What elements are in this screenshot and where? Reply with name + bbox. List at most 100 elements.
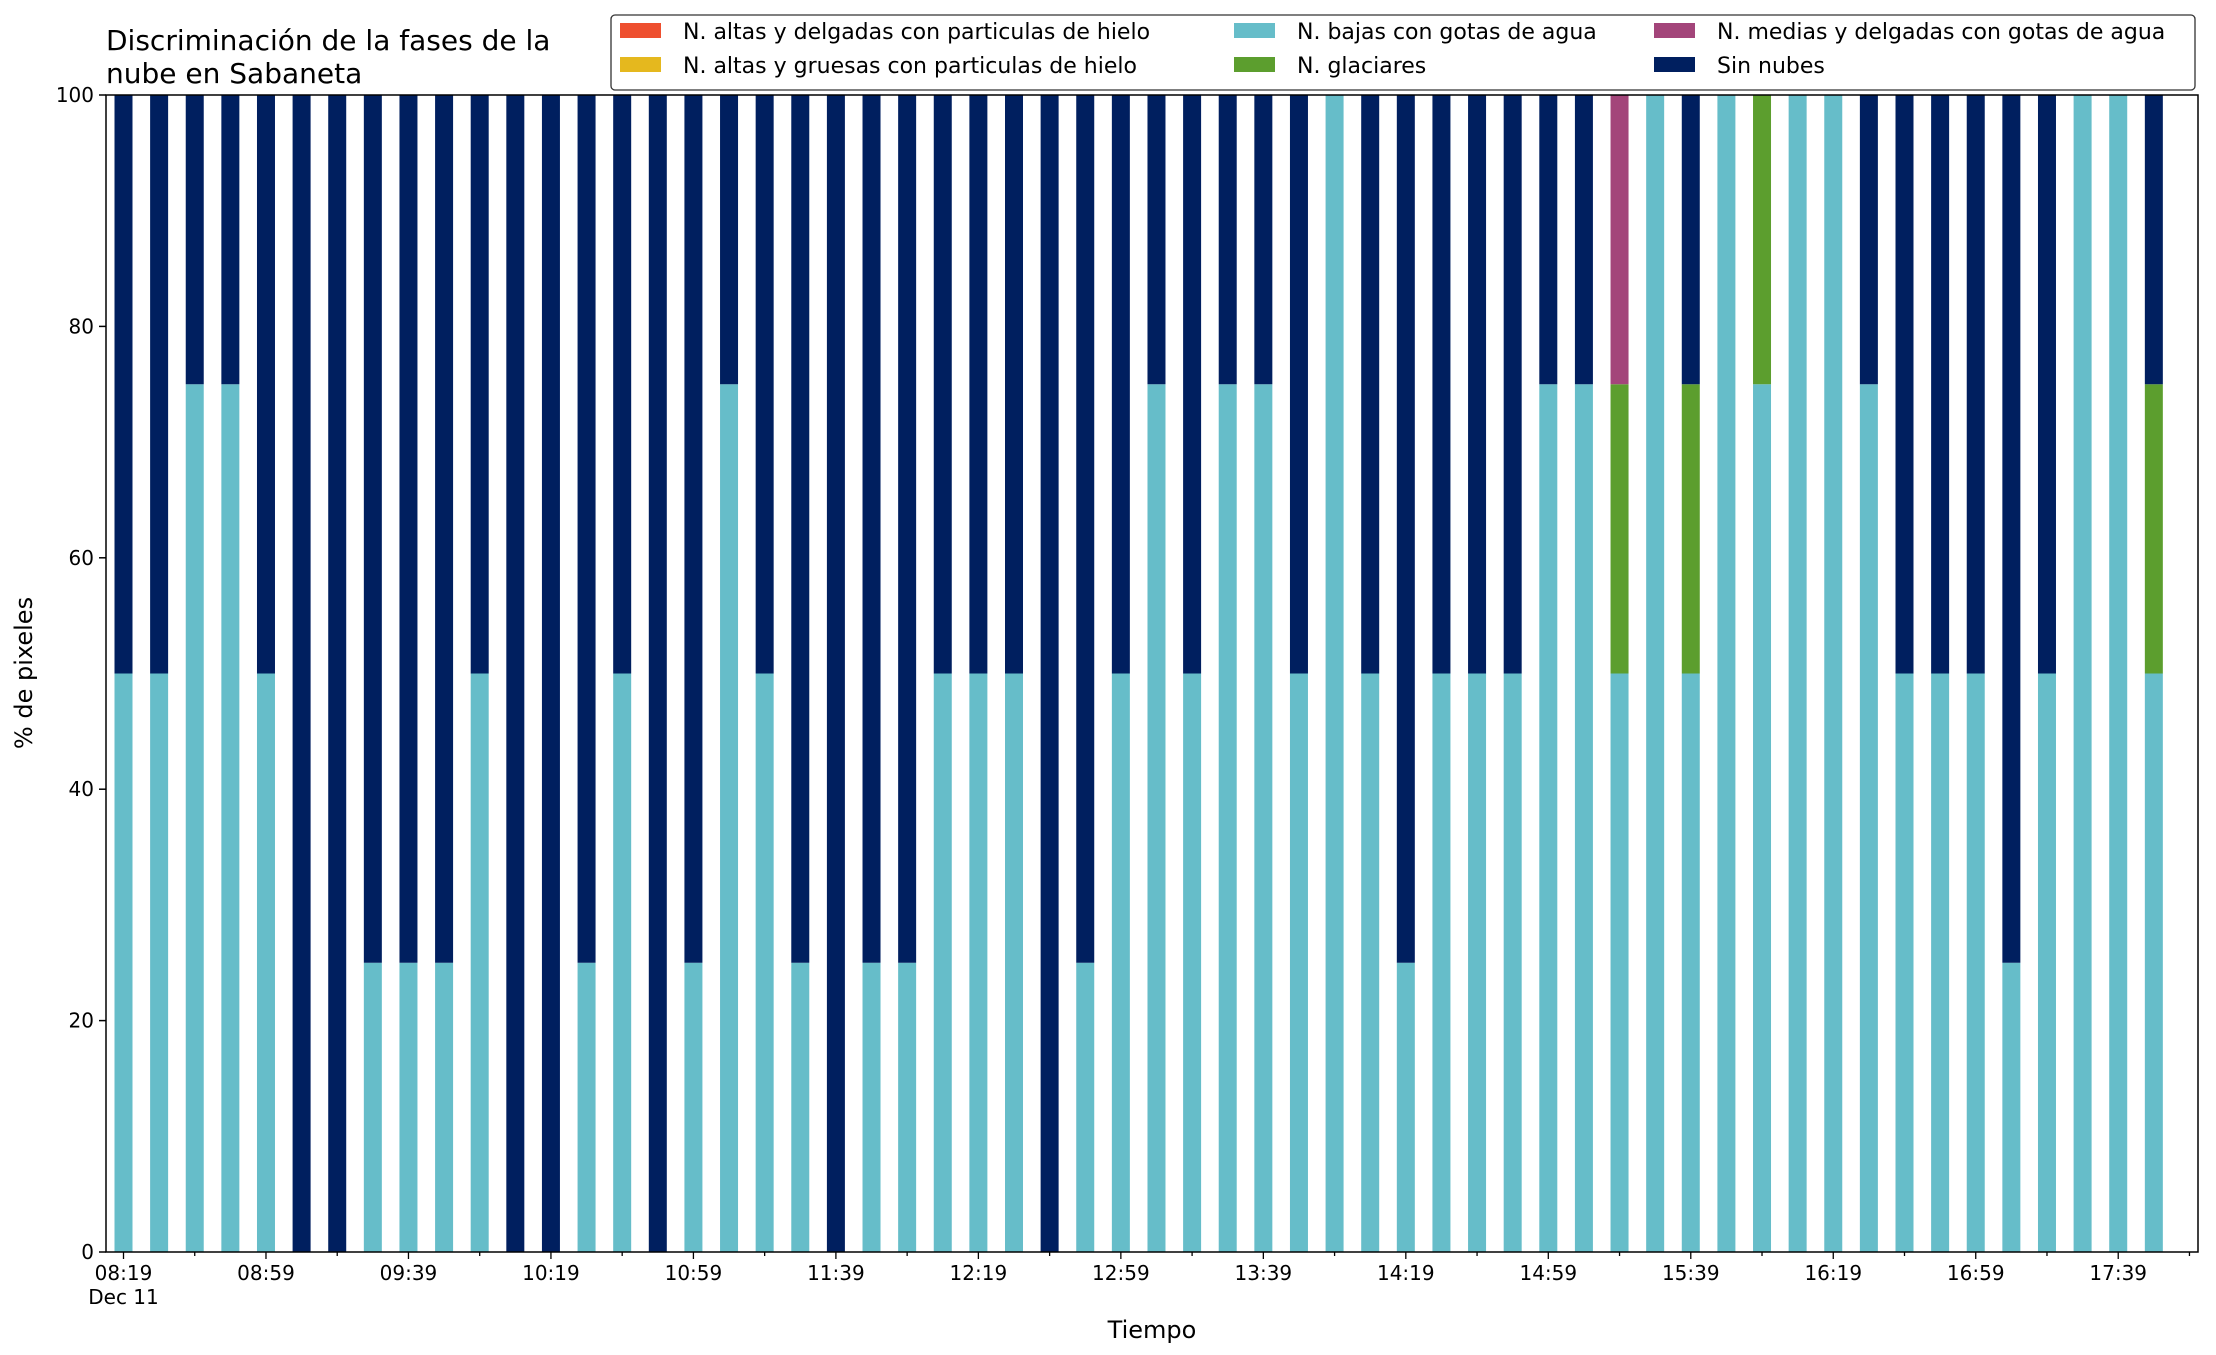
- bar-segment-1049-s5: [648, 95, 667, 1252]
- bar-segment-1349-s5: [1289, 95, 1308, 674]
- y-tick-label-20: 20: [69, 1009, 94, 1033]
- y-tick-label-60: 60: [69, 546, 94, 570]
- bar-segment-1149-s2: [862, 962, 881, 1252]
- bar-segment-1439-s2: [1468, 673, 1487, 1252]
- x-axis-label: Tiempo: [1107, 1316, 1197, 1344]
- bar-segment-1229-s2: [1005, 673, 1023, 1252]
- bar-segment-1459-s2: [1539, 384, 1558, 1252]
- x-tick-label-1539: 15:39: [1662, 1261, 1720, 1285]
- bar-segment-1739-s2: [2109, 95, 2128, 1252]
- bar-segment-1149-s5: [862, 95, 881, 963]
- bar-segment-1749-s5: [2144, 95, 2163, 385]
- bar-segment-1039-s5: [613, 95, 632, 674]
- bar-segment-1139-s5: [826, 95, 845, 1252]
- bar-segment-0949-s5: [435, 95, 454, 963]
- bar-segment-1449-s2: [1503, 673, 1522, 1252]
- bar-segment-1659-s2: [1966, 673, 1985, 1252]
- legend-swatch-4: [1654, 23, 1695, 38]
- y-tick-label-40: 40: [69, 777, 94, 801]
- bar-segment-1349-s2: [1289, 673, 1308, 1252]
- bar-segment-0939-s5: [399, 95, 418, 963]
- legend-swatch-2: [1234, 23, 1275, 38]
- bar-segment-1239-s5: [1040, 95, 1059, 1252]
- bar-segment-1229-s5: [1005, 95, 1023, 674]
- bar-segment-1629-s5: [1859, 95, 1878, 385]
- x-tick-label-1659: 16:59: [1947, 1261, 2005, 1285]
- bar-segment-1649-s2: [1931, 673, 1950, 1252]
- bar-segment-1539-s3: [1681, 384, 1700, 674]
- bar-segment-1519-s4: [1610, 95, 1629, 385]
- x-date-label: Dec 11: [88, 1285, 159, 1309]
- bar-segment-1209-s5: [933, 95, 952, 674]
- bar-segment-0859-s5: [256, 95, 275, 674]
- y-tick-label-80: 80: [69, 314, 94, 338]
- legend-swatch-3: [1234, 57, 1275, 72]
- legend-entry-3: N. glaciares: [1297, 54, 1426, 79]
- y-tick-label-0: 0: [81, 1240, 94, 1264]
- bar-segment-1429-s5: [1432, 95, 1451, 674]
- legend-frame: [610, 14, 2196, 91]
- bar-segment-1409-s5: [1361, 95, 1380, 674]
- x-tick-label-0939: 09:39: [380, 1261, 438, 1285]
- bar-segment-1639-s5: [1895, 95, 1914, 674]
- chart-title-line-1: Discriminación de la fases de la: [106, 24, 550, 57]
- bar-segment-1029-s2: [577, 962, 596, 1252]
- bar-segment-0959-s2: [470, 673, 489, 1252]
- bar-segment-1319-s2: [1183, 673, 1202, 1252]
- bar-segment-1249-s2: [1076, 962, 1095, 1252]
- bar-segment-1649-s5: [1931, 95, 1950, 674]
- bar-segment-0859-s2: [256, 673, 275, 1252]
- bar-segment-1459-s5: [1539, 95, 1558, 385]
- bar-segment-1749-s3: [2144, 384, 2163, 674]
- bar-segment-1639-s2: [1895, 673, 1914, 1252]
- bar-segment-0909-s5: [292, 95, 311, 1252]
- bar-segment-1529-s2: [1646, 95, 1665, 1252]
- bar-segment-1559-s3: [1753, 95, 1772, 385]
- bar-segment-1019-s5: [541, 95, 560, 1252]
- bar-segment-1419-s2: [1396, 962, 1415, 1252]
- x-tick-label-1739: 17:39: [2089, 1261, 2147, 1285]
- bar-segment-1219-s2: [969, 673, 988, 1252]
- bar-segment-1249-s5: [1076, 95, 1095, 963]
- x-axis: 08:19 08:59 09:39 10:19 10:59 11:39 12:19 12:59…: [88, 1252, 2191, 1309]
- bar-segment-0819-s2: [114, 673, 133, 1252]
- bar-segment-1659-s5: [1966, 95, 1985, 674]
- bar-segment-1359-s2: [1325, 95, 1344, 1252]
- x-tick-label-1619: 16:19: [1804, 1261, 1862, 1285]
- x-tick-label-0819: 08:19: [95, 1261, 153, 1285]
- bar-segment-0819-s5: [114, 95, 133, 674]
- bar-segment-1059-s2: [684, 962, 703, 1252]
- chart-title-line-2: nube en Sabaneta: [106, 57, 362, 90]
- y-axis-label: % de pixeles: [10, 597, 38, 749]
- bar-segment-1429-s2: [1432, 673, 1451, 1252]
- x-tick-label-1219: 12:19: [950, 1261, 1008, 1285]
- bar-segment-1519-s3: [1610, 384, 1629, 674]
- bar-segment-1219-s5: [969, 95, 988, 674]
- legend-entry-5: Sin nubes: [1717, 54, 1825, 79]
- x-tick-label-1339: 13:39: [1235, 1261, 1293, 1285]
- bar-segment-1709-s5: [2002, 95, 2021, 963]
- bar-segment-1539-s5: [1681, 95, 1700, 385]
- bar-segment-1339-s2: [1254, 384, 1273, 1252]
- bar-segment-1619-s2: [1824, 95, 1843, 1252]
- bar-segment-1339-s5: [1254, 95, 1273, 385]
- bar-segment-1329-s2: [1218, 384, 1237, 1252]
- y-axis: 0 20 40 60 80 100: [56, 83, 106, 1264]
- bar-segment-1319-s5: [1183, 95, 1202, 674]
- bar-segment-1719-s5: [2037, 95, 2056, 674]
- bar-segment-0929-s2: [363, 962, 382, 1252]
- bar-segment-1509-s5: [1574, 95, 1593, 385]
- bar-segment-1549-s2: [1717, 95, 1736, 1252]
- bars-group: [114, 95, 2163, 1252]
- bar-segment-0919-s5: [328, 95, 347, 1252]
- bar-segment-1039-s2: [613, 673, 632, 1252]
- x-tick-label-1459: 14:59: [1519, 1261, 1577, 1285]
- bar-segment-1259-s2: [1111, 673, 1130, 1252]
- bar-segment-1309-s2: [1147, 384, 1166, 1252]
- bar-segment-1159-s5: [898, 95, 917, 963]
- bar-segment-1609-s2: [1788, 95, 1807, 1252]
- x-tick-label-1259: 12:59: [1092, 1261, 1150, 1285]
- bar-segment-0839-s2: [185, 384, 204, 1252]
- bar-segment-0849-s5: [221, 95, 240, 385]
- legend-entry-4: N. medias y delgadas con gotas de agua: [1717, 20, 2165, 45]
